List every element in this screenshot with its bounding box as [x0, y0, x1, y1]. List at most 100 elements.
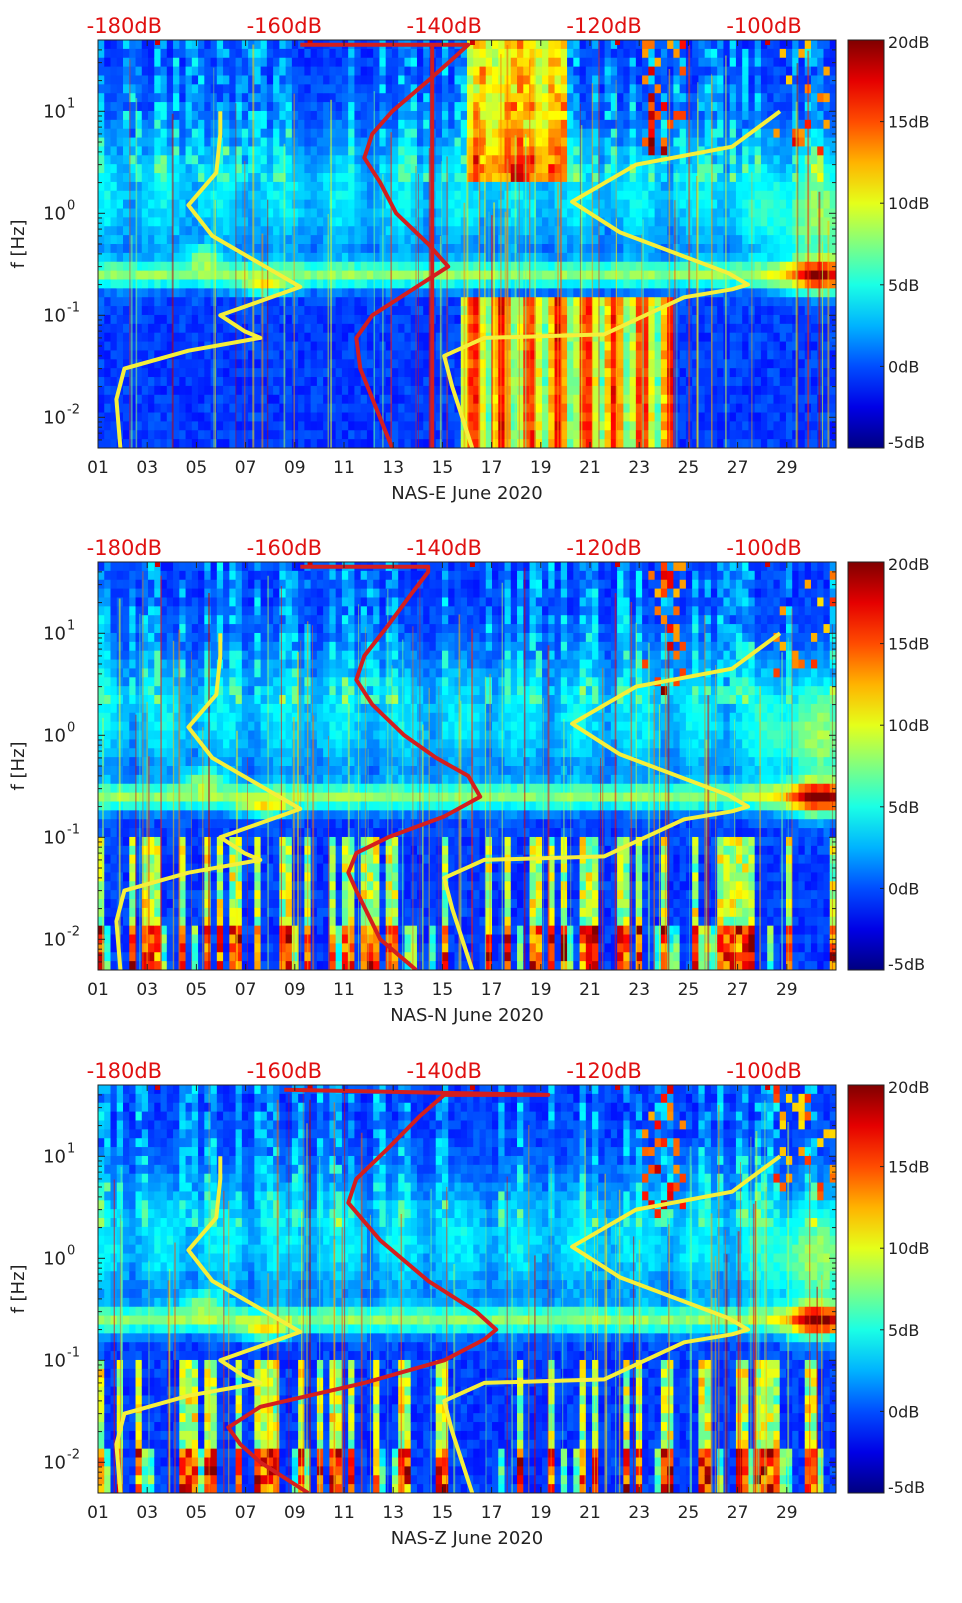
x-tick-label: 11: [333, 980, 355, 1000]
x-tick-label: 01: [87, 980, 109, 1000]
x-axis-label: NAS-Z June 2020: [391, 1528, 543, 1549]
y-tick-exponent: -2: [67, 402, 80, 417]
y-tick-exponent: 1: [67, 618, 75, 633]
top-axis-db-label: -180dB: [87, 14, 162, 38]
colorbar-tick-label: 5dB: [888, 1321, 919, 1340]
y-tick-exponent: 0: [67, 1243, 75, 1258]
y-tick-label: 10: [43, 1248, 66, 1269]
y-tick-exponent: 0: [67, 198, 75, 213]
y-tick-exponent: 1: [67, 96, 75, 111]
x-tick-label: 23: [628, 980, 650, 1000]
y-tick-exponent: -1: [67, 300, 80, 315]
x-tick-label: 15: [432, 458, 454, 478]
top-axis-db-label: -180dB: [87, 536, 162, 560]
x-tick-label: 29: [776, 458, 798, 478]
x-tick-label: 19: [530, 458, 552, 478]
top-axis-db-label: -100dB: [726, 14, 801, 38]
x-tick-label: 07: [235, 980, 257, 1000]
y-axis-label: f [Hz]: [8, 741, 29, 790]
colorbar-tick-label: 15dB: [888, 635, 930, 654]
x-tick-label: 09: [284, 1503, 306, 1523]
x-tick-label: 03: [136, 980, 158, 1000]
x-tick-label: 11: [333, 458, 355, 478]
x-tick-label: 27: [727, 1503, 749, 1523]
x-tick-label: 13: [382, 458, 404, 478]
top-axis-db-label: -100dB: [726, 1059, 801, 1083]
x-tick-label: 13: [382, 980, 404, 1000]
spectrogram-image: [98, 40, 837, 449]
x-tick-label: 29: [776, 980, 798, 1000]
y-tick-exponent: -1: [67, 1345, 80, 1360]
x-tick-label: 17: [481, 980, 503, 1000]
x-tick-label: 15: [432, 980, 454, 1000]
top-axis-db-label: -120dB: [566, 1059, 641, 1083]
x-tick-label: 27: [727, 980, 749, 1000]
colorbar-tick-label: 5dB: [888, 276, 919, 295]
y-axis-label: f [Hz]: [8, 1264, 29, 1313]
x-tick-label: 07: [235, 1503, 257, 1523]
y-tick-label: 10: [43, 1146, 66, 1167]
y-tick-label: 10: [43, 305, 66, 326]
y-tick-label: 10: [43, 929, 66, 950]
x-tick-label: 25: [678, 458, 700, 478]
x-tick-label: 25: [678, 1503, 700, 1523]
top-axis-db-label: -160dB: [247, 14, 322, 38]
x-tick-label: 21: [579, 980, 601, 1000]
x-tick-label: 17: [481, 1503, 503, 1523]
top-axis-db-label: -140dB: [407, 14, 482, 38]
y-tick-label: 10: [43, 407, 66, 428]
colorbar-tick-label: -5dB: [888, 1478, 925, 1497]
x-axis-label: NAS-E June 2020: [391, 483, 543, 504]
y-tick-exponent: 0: [67, 720, 75, 735]
colorbar: [848, 562, 884, 970]
x-tick-label: 01: [87, 458, 109, 478]
y-tick-label: 10: [43, 1452, 66, 1473]
colorbar-tick-label: 10dB: [888, 1239, 930, 1258]
top-axis-db-label: -180dB: [87, 1059, 162, 1083]
y-tick-exponent: -2: [67, 1447, 80, 1462]
colorbar-tick-label: 0dB: [888, 1402, 919, 1421]
colorbar-tick-label: 20dB: [888, 1078, 930, 1097]
x-tick-label: 05: [186, 980, 208, 1000]
spectrogram-image: [98, 562, 837, 971]
colorbar: [848, 40, 884, 448]
colorbar: [848, 1085, 884, 1493]
y-tick-exponent: -2: [67, 924, 80, 939]
x-tick-label: 07: [235, 458, 257, 478]
colorbar-tick-label: 10dB: [888, 194, 930, 213]
y-tick-exponent: -1: [67, 822, 80, 837]
x-tick-label: 03: [136, 458, 158, 478]
colorbar-tick-label: 20dB: [888, 555, 930, 574]
x-tick-label: 21: [579, 1503, 601, 1523]
x-tick-label: 09: [284, 980, 306, 1000]
y-tick-label: 10: [43, 623, 66, 644]
colorbar-tick-label: -5dB: [888, 955, 925, 974]
y-tick-label: 10: [43, 101, 66, 122]
spectrogram-image: [98, 1085, 837, 1494]
x-tick-label: 25: [678, 980, 700, 1000]
top-axis-db-label: -140dB: [407, 536, 482, 560]
x-tick-label: 15: [432, 1503, 454, 1523]
y-tick-label: 10: [43, 1350, 66, 1371]
x-tick-label: 23: [628, 1503, 650, 1523]
x-tick-label: 03: [136, 1503, 158, 1523]
colorbar-tick-label: 20dB: [888, 33, 930, 52]
x-tick-label: 19: [530, 980, 552, 1000]
top-axis-db-label: -160dB: [247, 536, 322, 560]
y-tick-label: 10: [43, 725, 66, 746]
colorbar-tick-label: 15dB: [888, 1158, 930, 1177]
colorbar-tick-label: 15dB: [888, 113, 930, 132]
y-tick-label: 10: [43, 203, 66, 224]
colorbar-tick-label: 0dB: [888, 357, 919, 376]
x-tick-label: 19: [530, 1503, 552, 1523]
x-tick-label: 09: [284, 458, 306, 478]
x-tick-label: 01: [87, 1503, 109, 1523]
colorbar-tick-label: -5dB: [888, 433, 925, 452]
top-axis-db-label: -120dB: [566, 14, 641, 38]
x-tick-label: 29: [776, 1503, 798, 1523]
